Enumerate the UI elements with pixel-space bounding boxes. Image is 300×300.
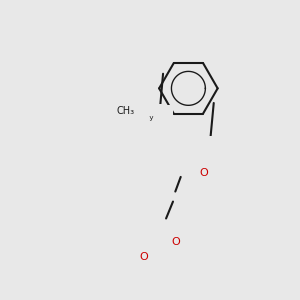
Text: methoxy: methoxy [123, 115, 154, 121]
Text: CH₃: CH₃ [116, 106, 134, 116]
Text: O: O [148, 122, 157, 132]
Text: O: O [140, 252, 148, 262]
Text: NH: NH [207, 153, 224, 163]
Text: O: O [171, 237, 180, 248]
Text: O: O [200, 168, 208, 178]
